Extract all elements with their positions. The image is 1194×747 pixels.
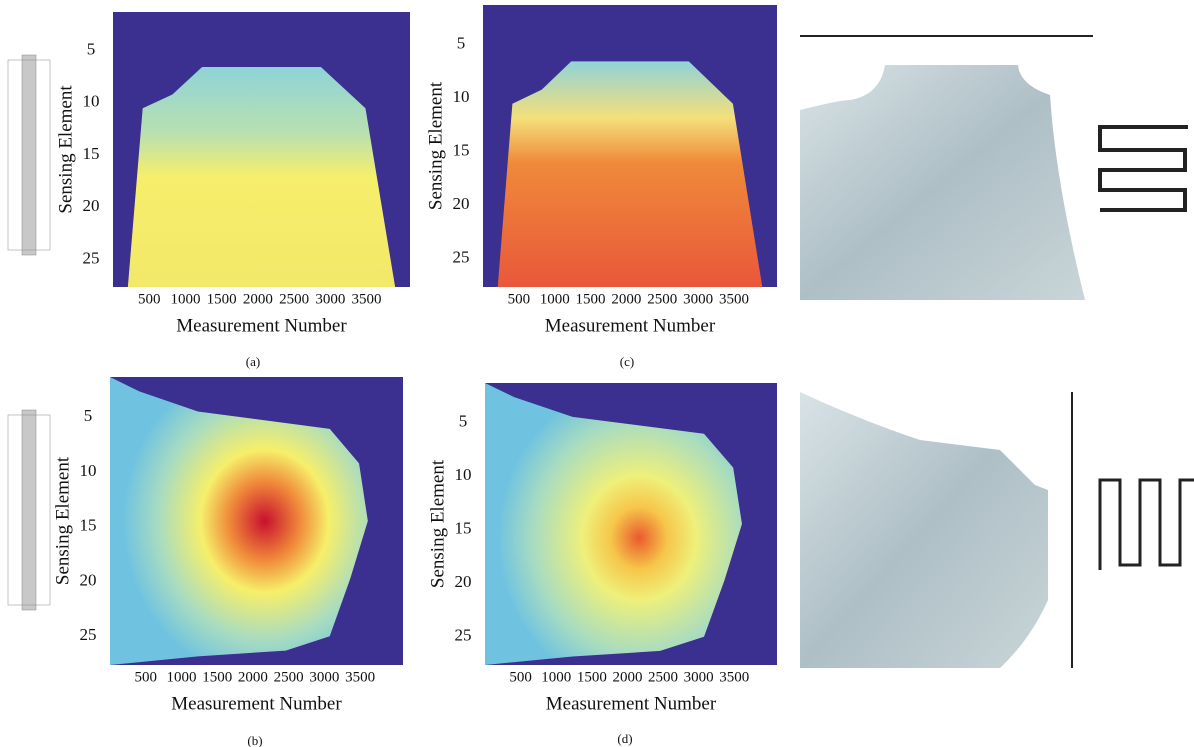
x-tick-label: 1000 [170,291,200,307]
x-tick-label: 2500 [279,291,309,307]
x-tick-label: 2500 [647,291,677,307]
panel-caption: (b) [247,733,262,747]
x-tick-label: 2000 [238,669,268,685]
x-tick-label: 1500 [202,669,232,685]
x-axis-label: Measurement Number [176,315,347,336]
meander-icon [1098,478,1194,570]
x-tick-label: 2500 [648,669,678,685]
y-axis-label: Sensing Element [55,85,76,214]
heatmap [127,67,396,287]
y-tick-label: 20 [80,570,97,589]
x-tick-label: 1000 [540,291,570,307]
y-tick-label: 25 [453,248,470,267]
y-tick-label: 10 [80,461,97,480]
x-tick-label: 3000 [315,291,345,307]
photo-specimen [800,392,1048,668]
x-tick-label: 2000 [612,669,642,685]
y-tick-label: 10 [453,87,470,106]
x-tick-label: 2500 [274,669,304,685]
y-tick-label: 10 [83,92,100,111]
x-tick-label: 2000 [243,291,273,307]
heatmap [497,61,763,288]
y-tick-label: 25 [83,248,100,267]
y-tick-label: 5 [84,406,93,425]
x-tick-label: 3000 [683,291,713,307]
x-tick-label: 3000 [684,669,714,685]
photo-specimen [800,65,1085,300]
y-tick-label: 10 [455,465,472,484]
heatmap [110,377,368,665]
x-tick-label: 1000 [541,669,571,685]
panel-caption: (c) [620,354,634,369]
panel-caption: (d) [617,731,632,746]
x-tick-label: 2000 [611,291,641,307]
meander-icon [1098,125,1188,212]
x-axis-label: Measurement Number [171,693,342,714]
y-tick-label: 15 [83,144,100,163]
y-tick-label: 5 [87,39,96,58]
x-tick-label: 500 [508,291,531,307]
x-tick-label: 1000 [166,669,196,685]
y-tick-label: 15 [455,519,472,538]
x-tick-label: 500 [134,669,157,685]
y-tick-label: 5 [457,33,466,52]
sensor-strip [7,54,51,611]
panel-caption: (a) [246,354,260,369]
y-tick-label: 20 [453,194,470,213]
y-axis-label: Sensing Element [425,81,446,210]
x-tick-label: 1500 [577,669,607,685]
x-axis-label: Measurement Number [545,315,716,336]
x-axis-label: Measurement Number [546,693,717,714]
y-tick-label: 5 [459,411,468,430]
y-tick-label: 20 [83,196,100,215]
x-tick-label: 500 [509,669,532,685]
y-axis-label: Sensing Element [427,459,448,588]
x-tick-label: 500 [138,291,161,307]
x-tick-label: 1500 [207,291,237,307]
x-tick-label: 3000 [309,669,339,685]
y-tick-label: 25 [80,625,97,644]
y-axis-label: Sensing Element [52,456,73,585]
y-tick-label: 15 [453,141,470,160]
x-tick-label: 3500 [345,669,375,685]
x-tick-label: 3500 [719,291,749,307]
y-tick-label: 15 [80,516,97,535]
x-tick-label: 1500 [576,291,606,307]
y-tick-label: 20 [455,572,472,591]
x-tick-label: 3500 [719,669,749,685]
x-tick-label: 3500 [352,291,382,307]
heatmap [485,383,742,665]
y-tick-label: 25 [455,626,472,645]
